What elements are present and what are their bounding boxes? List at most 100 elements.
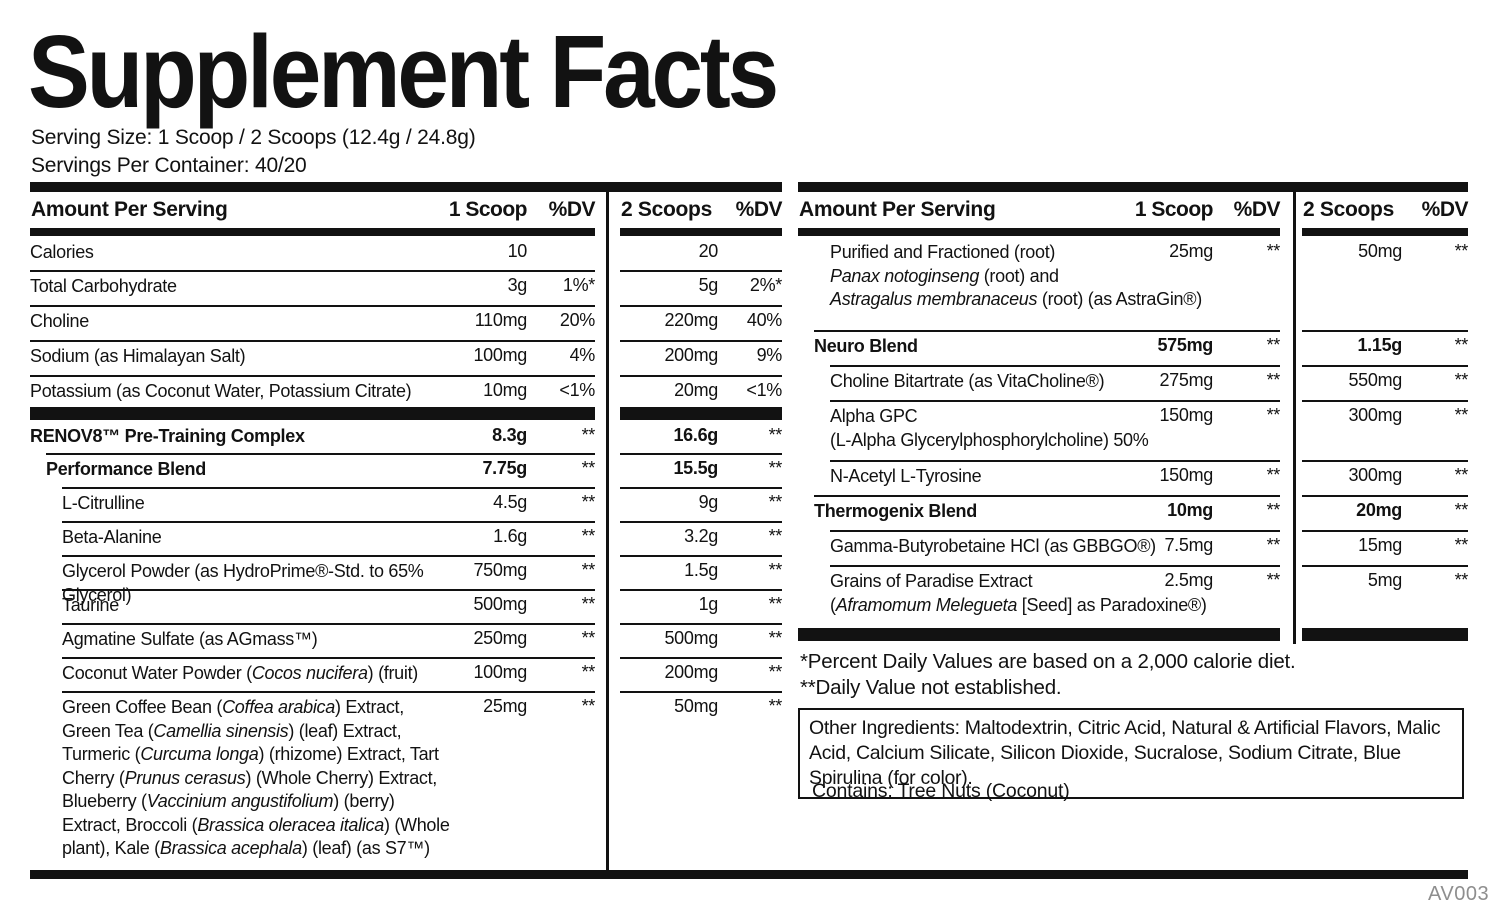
- ingredient-name: Thermogenix Blend: [814, 501, 977, 521]
- table-row: L-Citrulline 4.5g **: [30, 487, 595, 521]
- header-1-scoop: 1 Scoop: [448, 198, 528, 221]
- amount-2-scoops: 9g: [698, 492, 719, 512]
- table-row: 9g **: [620, 487, 782, 521]
- table-row: 3.2g **: [620, 521, 782, 555]
- dv-2-scoops: 2%*: [749, 275, 782, 295]
- row-separator: [620, 375, 782, 377]
- vertical-divider-left: [606, 182, 609, 872]
- amount-2-scoops: 1.5g: [684, 560, 718, 580]
- ingredient-name: Purified and Fractioned (root) Panax noto…: [830, 242, 1202, 309]
- amount-1-scoop: 150mg: [1159, 405, 1213, 425]
- left-table-header: Amount Per Serving 1 Scoop %DV: [30, 192, 596, 228]
- dv-1-scoop: **: [1266, 535, 1281, 555]
- amount-1-scoop: 750mg: [473, 560, 527, 580]
- row-separator: [62, 691, 595, 693]
- row-separator: [830, 460, 1280, 462]
- table-row: 300mg **: [1302, 400, 1468, 460]
- table-row: 220mg 40%: [620, 305, 782, 340]
- row-separator: [620, 589, 782, 591]
- amount-2-scoops: 3.2g: [684, 526, 718, 546]
- row-separator: [620, 623, 782, 625]
- amount-2-scoops: 16.6g: [673, 425, 718, 445]
- dv-1-scoop: **: [581, 594, 596, 614]
- ingredient-name: L-Citrulline: [62, 493, 145, 513]
- table-row: Gamma-Butyrobetaine HCl (as GBBGO®) 7.5mg…: [798, 530, 1280, 565]
- dv-2-scoops: **: [768, 560, 783, 580]
- left-scoops-column: 2 Scoops %DV 20 5g 2%* 220mg 40% 200mg 9% 20mg <…: [620, 192, 783, 856]
- row-separator: [1302, 565, 1468, 567]
- thick-black-bar: [620, 407, 782, 420]
- row-separator: [620, 305, 782, 307]
- servings-per-container: Servings Per Container: 40/20: [31, 154, 307, 177]
- top-bar-left: [30, 182, 782, 192]
- table-row: N-Acetyl L-Tyrosine 150mg **: [798, 460, 1280, 495]
- amount-1-scoop: 8.3g: [492, 425, 527, 445]
- label-code: AV003: [1428, 883, 1490, 905]
- ingredient-name: Taurine: [62, 595, 119, 615]
- header-bar: [1302, 228, 1468, 236]
- table-row: Green Coffee Bean (Coffea arabica) Extra…: [30, 691, 595, 858]
- dv-2-scoops: **: [1454, 335, 1469, 355]
- table-row: 16.6g **: [620, 420, 782, 453]
- dv-1-scoop: **: [1266, 370, 1281, 390]
- table-row: Choline 110mg 20%: [30, 305, 595, 340]
- row-separator: [620, 453, 782, 455]
- top-bar-right: [798, 182, 1468, 192]
- amount-1-scoop: 150mg: [1159, 465, 1213, 485]
- dv-1-scoop: **: [581, 628, 596, 648]
- ingredient-name: Performance Blend: [46, 459, 206, 479]
- amount-1-scoop: 3g: [507, 275, 528, 295]
- dv-2-scoops: **: [768, 458, 783, 478]
- ingredient-name: Coconut Water Powder (Cocos nucifera) (f…: [62, 663, 418, 683]
- table-row: Potassium (as Coconut Water, Potassium C…: [30, 375, 595, 404]
- row-separator: [1302, 400, 1468, 402]
- table-row: Total Carbohydrate 3g 1%*: [30, 270, 595, 305]
- header-bar: [30, 228, 595, 236]
- row-separator: [620, 555, 782, 557]
- row-separator: [620, 487, 782, 489]
- header-bar: [798, 228, 1280, 236]
- amount-2-scoops: 15mg: [1358, 535, 1402, 555]
- serving-info: Serving Size: 1 Scoop / 2 Scoops (12.4g …: [31, 124, 476, 180]
- header-amount-per-serving: Amount Per Serving: [799, 198, 996, 221]
- table-row: 50mg **: [620, 691, 782, 856]
- ingredient-name: Choline Bitartrate (as VitaCholine®): [830, 371, 1105, 391]
- amount-1-scoop: 100mg: [473, 345, 527, 365]
- ingredient-name: Sodium (as Himalayan Salt): [30, 346, 246, 366]
- dv-2-scoops: **: [1454, 535, 1469, 555]
- table-row: 20: [620, 236, 782, 270]
- ingredient-name: Alpha GPC (L-Alpha Glycerylphosphorylchol…: [830, 406, 1149, 450]
- dv-2-scoops: 9%: [756, 345, 783, 365]
- dv-2-scoops: **: [768, 628, 783, 648]
- table-row: 500mg **: [620, 623, 782, 657]
- ingredient-name: Grains of Paradise Extract (Aframomum Mel…: [830, 571, 1207, 615]
- ingredient-name: Calories: [30, 242, 94, 262]
- amount-1-scoop: 25mg: [1169, 241, 1213, 261]
- amount-2-scoops: 5g: [698, 275, 719, 295]
- header-1-scoop: 1 Scoop: [1134, 198, 1214, 221]
- ingredient-name: Neuro Blend: [814, 336, 918, 356]
- dv-1-scoop: **: [1266, 570, 1281, 590]
- row-separator: [62, 623, 595, 625]
- dv-2-scoops: **: [1454, 405, 1469, 425]
- amount-1-scoop: 500mg: [473, 594, 527, 614]
- table-row: 200mg 9%: [620, 340, 782, 375]
- ingredient-name: N-Acetyl L-Tyrosine: [830, 466, 982, 486]
- table-row: 20mg <1%: [620, 375, 782, 404]
- amount-1-scoop: 10mg: [1167, 500, 1213, 520]
- row-separator: [46, 453, 595, 455]
- amount-1-scoop: 110mg: [474, 310, 528, 330]
- header-2-scoops: 2 Scoops: [621, 198, 712, 221]
- header-dv: %DV: [1233, 198, 1281, 221]
- thick-black-bar: [30, 407, 595, 420]
- row-separator: [1302, 330, 1468, 332]
- header-2-scoops: 2 Scoops: [1303, 198, 1394, 221]
- dv-1-scoop: **: [581, 526, 596, 546]
- contains-statement: Contains: Tree Nuts (Coconut): [812, 780, 1070, 802]
- row-separator: [62, 657, 595, 659]
- row-separator: [830, 365, 1280, 367]
- dv-footnote: *Percent Daily Values are based on a 2,0…: [800, 650, 1296, 673]
- dv-1-scoop: **: [1266, 465, 1281, 485]
- row-separator: [62, 589, 595, 591]
- dv-not-established-footnote: **Daily Value not established.: [800, 676, 1062, 699]
